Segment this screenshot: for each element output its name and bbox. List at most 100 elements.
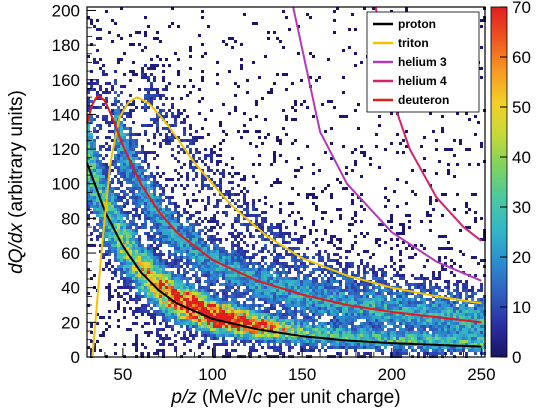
heatmap-cell: [222, 175, 225, 178]
heatmap-cell: [264, 55, 267, 58]
heatmap-cell: [204, 259, 207, 262]
heatmap-cell: [120, 103, 123, 106]
heatmap-cell: [177, 160, 180, 163]
heatmap-cell: [264, 280, 267, 283]
heatmap-cell: [267, 322, 270, 325]
heatmap-cell: [216, 331, 219, 334]
heatmap-cell: [96, 160, 99, 163]
heatmap-cell: [309, 310, 312, 313]
heatmap-cell: [189, 298, 192, 301]
heatmap-cell: [159, 109, 162, 112]
heatmap-cell: [192, 247, 195, 250]
heatmap-cell: [285, 325, 288, 328]
heatmap-cell: [204, 118, 207, 121]
heatmap-cell: [168, 289, 171, 292]
heatmap-cell: [399, 259, 402, 262]
heatmap-cell: [300, 307, 303, 310]
heatmap-cell: [318, 301, 321, 304]
heatmap-cell: [291, 316, 294, 319]
heatmap-cell: [93, 106, 96, 109]
heatmap-cell: [174, 202, 177, 205]
heatmap-cell: [231, 157, 234, 160]
heatmap-cell: [381, 274, 384, 277]
heatmap-cell: [249, 334, 252, 337]
heatmap-cell: [291, 142, 294, 145]
heatmap-cell: [192, 286, 195, 289]
heatmap-cell: [315, 196, 318, 199]
heatmap-cell: [120, 184, 123, 187]
heatmap-cell: [198, 136, 201, 139]
heatmap-cell: [150, 82, 153, 85]
heatmap-cell: [150, 265, 153, 268]
heatmap-cell: [213, 145, 216, 148]
heatmap-cell: [297, 265, 300, 268]
heatmap-cell: [258, 268, 261, 271]
heatmap-cell: [432, 286, 435, 289]
heatmap-cell: [168, 316, 171, 319]
heatmap-cell: [396, 271, 399, 274]
heatmap-cell: [336, 208, 339, 211]
heatmap-cell: [360, 283, 363, 286]
heatmap-cell: [189, 247, 192, 250]
heatmap-cell: [327, 331, 330, 334]
heatmap-cell: [93, 127, 96, 130]
heatmap-cell: [267, 319, 270, 322]
heatmap-cell: [183, 232, 186, 235]
heatmap-cell: [222, 325, 225, 328]
heatmap-cell: [153, 352, 156, 355]
heatmap-cell: [177, 316, 180, 319]
heatmap-cell: [156, 64, 159, 67]
heatmap-cell: [396, 331, 399, 334]
heatmap-cell: [150, 235, 153, 238]
heatmap-cell: [384, 313, 387, 316]
heatmap-cell: [162, 139, 165, 142]
heatmap-cell: [195, 262, 198, 265]
heatmap-cell: [363, 208, 366, 211]
heatmap-cell: [207, 265, 210, 268]
heatmap-cell: [186, 322, 189, 325]
heatmap-cell: [297, 238, 300, 241]
heatmap-cell: [195, 259, 198, 262]
heatmap-cell: [345, 277, 348, 280]
heatmap-cell: [339, 346, 342, 349]
heatmap-cell: [345, 325, 348, 328]
heatmap-cell: [144, 247, 147, 250]
heatmap-cell: [87, 190, 90, 193]
heatmap-cell: [402, 322, 405, 325]
heatmap-cell: [414, 316, 417, 319]
heatmap-cell: [252, 328, 255, 331]
heatmap-cell: [246, 256, 249, 259]
heatmap-cell: [174, 250, 177, 253]
heatmap-cell: [237, 322, 240, 325]
heatmap-cell: [219, 343, 222, 346]
heatmap-cell: [189, 259, 192, 262]
heatmap-cell: [138, 289, 141, 292]
heatmap-cell: [363, 280, 366, 283]
heatmap-cell: [150, 208, 153, 211]
heatmap-cell: [138, 292, 141, 295]
heatmap-cell: [300, 304, 303, 307]
heatmap-cell: [270, 253, 273, 256]
heatmap-cell: [315, 307, 318, 310]
heatmap-cell: [162, 259, 165, 262]
heatmap-cell: [141, 124, 144, 127]
heatmap-cell: [204, 322, 207, 325]
heatmap-cell: [183, 331, 186, 334]
heatmap-cell: [240, 67, 243, 70]
heatmap-cell: [132, 100, 135, 103]
heatmap-cell: [198, 232, 201, 235]
heatmap-cell: [162, 127, 165, 130]
heatmap-cell: [135, 343, 138, 346]
heatmap-cell: [327, 271, 330, 274]
heatmap-cell: [186, 202, 189, 205]
heatmap-cell: [168, 310, 171, 313]
heatmap-cell: [201, 322, 204, 325]
heatmap-cell: [150, 85, 153, 88]
heatmap-cell: [174, 283, 177, 286]
heatmap-cell: [405, 352, 408, 355]
heatmap-cell: [330, 235, 333, 238]
heatmap-cell: [114, 166, 117, 169]
heatmap-cell: [405, 295, 408, 298]
heatmap-cell: [264, 283, 267, 286]
heatmap-cell: [228, 295, 231, 298]
